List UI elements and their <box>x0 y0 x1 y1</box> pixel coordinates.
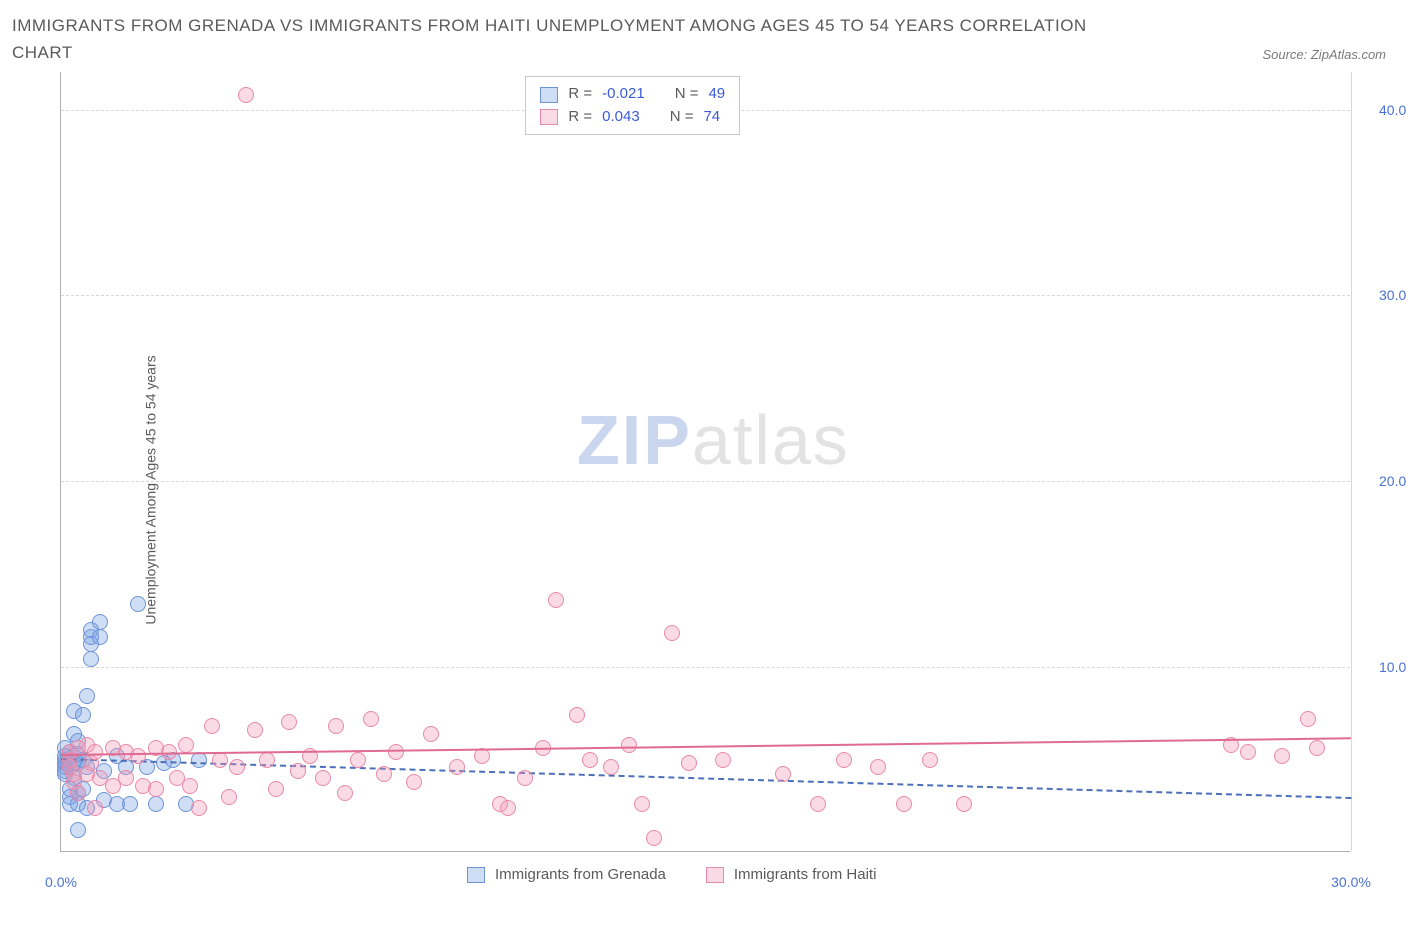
data-point <box>1300 711 1316 727</box>
data-point <box>664 625 680 641</box>
legend-label: Immigrants from Haiti <box>734 866 877 883</box>
data-point <box>449 759 465 775</box>
data-point <box>569 707 585 723</box>
y-tick-label: 30.0% <box>1379 287 1406 303</box>
stat-n-value: 74 <box>703 106 720 129</box>
data-point <box>1309 740 1325 756</box>
data-point <box>328 718 344 734</box>
legend-item: Immigrants from Haiti <box>706 866 877 883</box>
data-point <box>1274 748 1290 764</box>
stat-r-label: R = <box>568 83 592 106</box>
data-point <box>229 759 245 775</box>
data-point <box>388 744 404 760</box>
data-point <box>363 711 379 727</box>
x-tick-label: 0.0% <box>45 874 77 890</box>
data-point <box>92 629 108 645</box>
legend-item: Immigrants from Grenada <box>467 866 666 883</box>
legend-swatch <box>467 867 485 883</box>
data-point <box>836 752 852 768</box>
data-point <box>681 755 697 771</box>
data-point <box>896 796 912 812</box>
data-point <box>603 759 619 775</box>
data-point <box>290 763 306 779</box>
data-point <box>810 796 826 812</box>
data-point <box>178 737 194 753</box>
gridline <box>61 295 1350 296</box>
data-point <box>582 752 598 768</box>
regression-line <box>61 737 1351 756</box>
data-point <box>247 722 263 738</box>
data-point <box>406 774 422 790</box>
y-tick-label: 40.0% <box>1379 102 1406 118</box>
data-point <box>87 744 103 760</box>
data-point <box>1240 744 1256 760</box>
data-point <box>715 752 731 768</box>
data-point <box>70 822 86 838</box>
stats-box: R =-0.021N =49R =0.043N =74 <box>525 76 740 135</box>
legend-label: Immigrants from Grenada <box>495 866 666 883</box>
watermark: ZIPatlas <box>577 400 850 480</box>
data-point <box>182 778 198 794</box>
data-point <box>350 752 366 768</box>
regression-line <box>61 758 1351 799</box>
data-point <box>268 781 284 797</box>
legend-swatch <box>540 87 558 103</box>
stats-row: R = -0.021 N = 49 <box>540 83 725 106</box>
data-point <box>148 796 164 812</box>
data-point <box>221 789 237 805</box>
gridline <box>61 481 1350 482</box>
data-point <box>79 688 95 704</box>
data-point <box>238 87 254 103</box>
data-point <box>646 830 662 846</box>
data-point <box>517 770 533 786</box>
x-gridline <box>1351 72 1352 851</box>
data-point <box>83 651 99 667</box>
watermark-zip: ZIP <box>577 401 692 479</box>
data-point <box>191 800 207 816</box>
stat-n-value: 49 <box>708 83 725 106</box>
stat-n-label: N = <box>675 83 699 106</box>
stat-r-label: R = <box>568 106 592 129</box>
legend-swatch <box>706 867 724 883</box>
data-point <box>315 770 331 786</box>
data-point <box>259 752 275 768</box>
data-point <box>870 759 886 775</box>
stats-row: R = 0.043 N = 74 <box>540 106 725 129</box>
data-point <box>148 781 164 797</box>
data-point <box>204 718 220 734</box>
data-point <box>922 752 938 768</box>
stat-r-value: -0.021 <box>602 83 645 106</box>
plot-region: ZIPatlas 10.0%20.0%30.0%40.0%0.0%30.0%R … <box>60 72 1350 852</box>
data-point <box>337 785 353 801</box>
data-point <box>92 614 108 630</box>
data-point <box>122 796 138 812</box>
bottom-legend: Immigrants from Grenada Immigrants from H… <box>467 866 876 883</box>
data-point <box>634 796 650 812</box>
data-point <box>130 596 146 612</box>
data-point <box>118 770 134 786</box>
legend-swatch <box>540 109 558 125</box>
chart-area: Unemployment Among Ages 45 to 54 years Z… <box>12 72 1394 908</box>
data-point <box>500 800 516 816</box>
gridline <box>61 667 1350 668</box>
chart-title: IMMIGRANTS FROM GRENADA VS IMMIGRANTS FR… <box>12 12 1112 66</box>
data-point <box>956 796 972 812</box>
x-tick-label: 30.0% <box>1331 874 1371 890</box>
watermark-atlas: atlas <box>692 401 850 479</box>
data-point <box>281 714 297 730</box>
data-point <box>376 766 392 782</box>
y-tick-label: 20.0% <box>1379 473 1406 489</box>
source-label: Source: ZipAtlas.com <box>1262 47 1394 66</box>
data-point <box>621 737 637 753</box>
stat-n-label: N = <box>670 106 694 129</box>
data-point <box>87 800 103 816</box>
stat-r-value: 0.043 <box>602 106 640 129</box>
data-point <box>75 707 91 723</box>
data-point <box>548 592 564 608</box>
data-point <box>423 726 439 742</box>
y-tick-label: 10.0% <box>1379 659 1406 675</box>
